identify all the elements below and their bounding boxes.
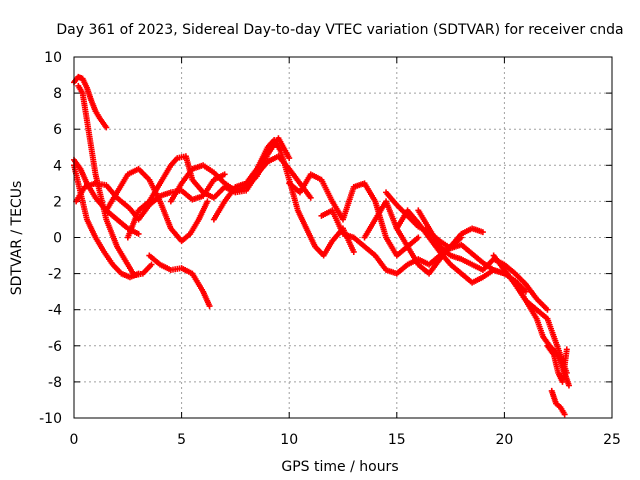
- plot-frame: [73, 56, 613, 419]
- x-tick-label: 0: [70, 432, 79, 448]
- grid: [74, 57, 612, 418]
- y-axis-label: SDTVAR / TECUs: [9, 181, 25, 296]
- tick-labels: 0 5 10 15 20 25 -10 -8 -6 -4 -2 0 2 4 6 8 10: [39, 50, 621, 448]
- data-point: [206, 303, 213, 310]
- data-point: [565, 382, 572, 389]
- data-points: [71, 73, 572, 418]
- data-point: [544, 306, 551, 313]
- x-axis-label: GPS time / hours: [281, 459, 398, 475]
- data-point: [204, 198, 211, 205]
- chart-title: Day 361 of 2023, Sidereal Day-to-day VTE…: [56, 22, 623, 38]
- y-tick-label: -4: [48, 303, 62, 319]
- x-tick-label: 20: [495, 432, 513, 448]
- x-tick-label: 15: [388, 432, 406, 448]
- y-tick-label: 8: [53, 86, 62, 102]
- y-tick-label: -8: [48, 375, 62, 391]
- y-tick-label: -10: [39, 411, 62, 427]
- data-point: [415, 234, 422, 241]
- y-tick-label: 10: [44, 50, 62, 66]
- data-point: [221, 171, 228, 178]
- y-tick-label: 6: [53, 122, 62, 138]
- data-point: [103, 124, 110, 131]
- y-tick-label: -6: [48, 339, 62, 355]
- data-point: [563, 346, 570, 353]
- data-point: [135, 230, 142, 237]
- data-point: [561, 411, 568, 418]
- data-point: [135, 270, 142, 277]
- y-tick-label: 4: [53, 158, 62, 174]
- x-tick-label: 5: [177, 432, 186, 448]
- y-tick-label: 2: [53, 194, 62, 210]
- data-point: [479, 229, 486, 236]
- data-point: [307, 194, 314, 201]
- x-tick-label: 10: [280, 432, 298, 448]
- data-point: [148, 261, 155, 268]
- x-tick-label: 25: [603, 432, 621, 448]
- data-point: [350, 248, 357, 255]
- data-point: [286, 155, 293, 162]
- y-tick-label: 0: [53, 231, 62, 247]
- y-tick-label: -2: [48, 267, 62, 283]
- data-point: [522, 288, 529, 295]
